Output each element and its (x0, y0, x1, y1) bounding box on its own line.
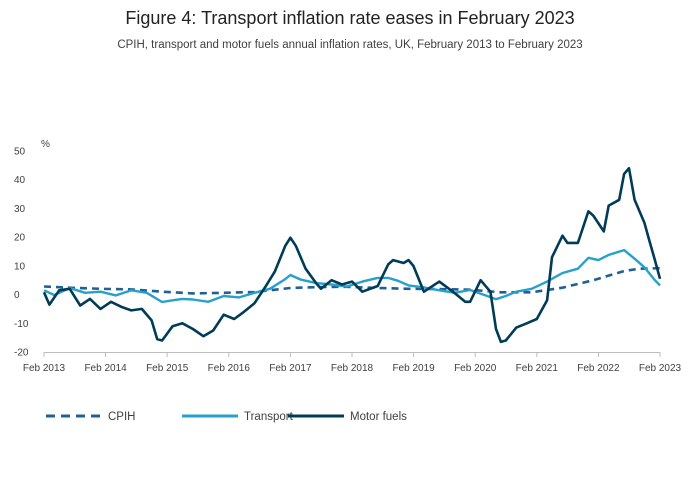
x-tick-label: Feb 2017 (269, 363, 312, 374)
chart-title: Figure 4: Transport inflation rate eases… (125, 8, 574, 28)
x-tick-label: Feb 2018 (331, 363, 374, 374)
y-tick-label: 40 (14, 175, 26, 186)
x-tick-label: Feb 2021 (516, 363, 559, 374)
x-tick-label: Feb 2015 (146, 363, 189, 374)
x-tick-label: Feb 2019 (392, 363, 435, 374)
x-tick-label: Feb 2013 (23, 363, 66, 374)
y-tick-label: 50 (14, 147, 26, 158)
series-line-motor-fuels (42, 166, 662, 344)
y-tick-label: -10 (14, 319, 29, 330)
y-tick-label: 20 (14, 233, 26, 244)
legend-label-transport[interactable]: Transport (244, 411, 294, 423)
x-tick-label: Feb 2016 (208, 363, 251, 374)
y-axis-unit-label: % (41, 139, 50, 150)
y-tick-label: 10 (14, 261, 26, 272)
y-tick-label: 30 (14, 204, 26, 215)
legend-label-cpih[interactable]: CPIH (108, 411, 135, 423)
legend-label-motor-fuels[interactable]: Motor fuels (350, 411, 407, 423)
y-tick-label: 0 (14, 290, 20, 301)
x-axis: Feb 2013 Feb 2014 Feb 2015 Feb 2016 Feb 2017… (23, 352, 682, 374)
plot-series (42, 166, 662, 344)
legend: CPIH Transport Motor fuels (46, 411, 407, 423)
y-tick-label: -20 (14, 348, 29, 359)
x-tick-label: Feb 2020 (454, 363, 497, 374)
chart-subtitle: CPIH, transport and motor fuels annual i… (117, 39, 582, 51)
x-tick-label: Feb 2014 (84, 363, 127, 374)
y-axis: -20 -10 0 10 20 30 40 50 (14, 147, 29, 359)
series-line-transport (43, 248, 661, 304)
x-tick-label: Feb 2023 (639, 363, 682, 374)
x-tick-label: Feb 2022 (577, 363, 620, 374)
series-line-cpih (43, 266, 661, 295)
